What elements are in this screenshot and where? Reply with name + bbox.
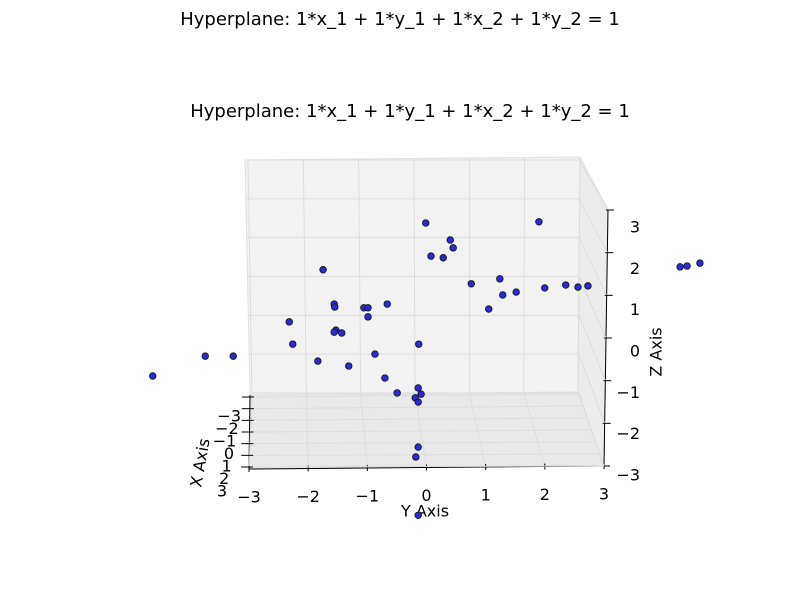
x-tick-label: 0 <box>224 444 234 463</box>
z-axis-label: Z Axis <box>647 327 666 376</box>
grid-line <box>249 417 587 421</box>
grid-line <box>249 405 583 410</box>
point <box>345 362 353 370</box>
grid-line <box>249 429 592 433</box>
grid-line <box>360 392 368 469</box>
point <box>496 275 504 283</box>
point <box>364 304 372 312</box>
grid-line <box>578 198 608 253</box>
point <box>414 511 422 519</box>
y-tick-label: 2 <box>540 485 550 504</box>
x-tick-label: 2 <box>219 469 229 488</box>
y-axis-label: Y Axis <box>400 502 449 521</box>
point <box>417 390 425 398</box>
grid-line <box>305 392 309 469</box>
z-tick-label: −3 <box>616 466 640 485</box>
grid-line <box>578 237 608 296</box>
x-tick-label: −2 <box>215 419 239 438</box>
grid-line <box>248 465 605 468</box>
point <box>512 288 520 296</box>
point <box>683 262 691 270</box>
point <box>201 352 209 360</box>
z-tick-label: 0 <box>630 342 640 361</box>
y-tick-label: 0 <box>421 486 431 505</box>
point <box>371 350 379 358</box>
point <box>319 266 327 274</box>
point <box>574 283 582 291</box>
x-tick-label: −3 <box>217 407 241 426</box>
grid-line <box>578 315 606 381</box>
y-tick-label: −3 <box>237 488 261 507</box>
grid-line <box>578 159 609 211</box>
grid-line <box>249 453 600 456</box>
chart-title: Hyperplane: 1*x_1 + 1*y_1 + 1*x_2 + 1*y_… <box>190 101 630 122</box>
grid-line <box>578 276 607 339</box>
point <box>535 218 543 226</box>
z-tick-label: 2 <box>630 259 640 278</box>
point <box>383 300 391 308</box>
x-tick-label: 1 <box>221 457 231 476</box>
point <box>331 303 339 311</box>
y-tick-label: 3 <box>599 485 609 504</box>
point <box>541 284 549 292</box>
point <box>229 352 237 360</box>
z-tick-label: −2 <box>616 424 640 443</box>
suptitle: Hyperplane: 1*x_1 + 1*y_1 + 1*x_2 + 1*y_… <box>180 9 620 30</box>
y-tick-label: −1 <box>356 487 380 506</box>
point <box>314 357 322 365</box>
grid-line <box>578 353 606 424</box>
x-tick-label: 3 <box>217 482 227 501</box>
point <box>562 281 570 289</box>
grid-line <box>248 392 253 470</box>
y-tick-label: 1 <box>481 486 491 505</box>
x-axis-label: X Axis <box>186 437 213 489</box>
grid-line <box>578 392 605 467</box>
point <box>414 398 422 406</box>
point <box>676 263 684 271</box>
z-tick-label: 3 <box>630 218 640 237</box>
point <box>446 236 454 244</box>
point <box>415 340 423 348</box>
point <box>381 374 389 382</box>
point <box>330 328 338 336</box>
point <box>289 340 297 348</box>
point <box>427 252 435 260</box>
point <box>499 291 507 299</box>
point <box>149 372 157 380</box>
point <box>584 282 592 290</box>
point <box>338 329 346 337</box>
point <box>414 384 422 392</box>
point <box>422 219 430 227</box>
y-tick-label: −2 <box>296 487 320 506</box>
point <box>412 453 420 461</box>
point <box>485 305 493 313</box>
point <box>449 244 457 252</box>
point <box>364 313 372 321</box>
point <box>393 389 401 397</box>
z-tick-label: 1 <box>630 300 640 319</box>
point <box>285 318 293 326</box>
x-tick-label: −1 <box>213 432 237 451</box>
point <box>414 443 422 451</box>
z-tick-label: −1 <box>616 383 640 402</box>
point <box>467 280 475 288</box>
grid-line <box>249 441 596 445</box>
point <box>439 254 447 262</box>
point <box>696 259 704 267</box>
